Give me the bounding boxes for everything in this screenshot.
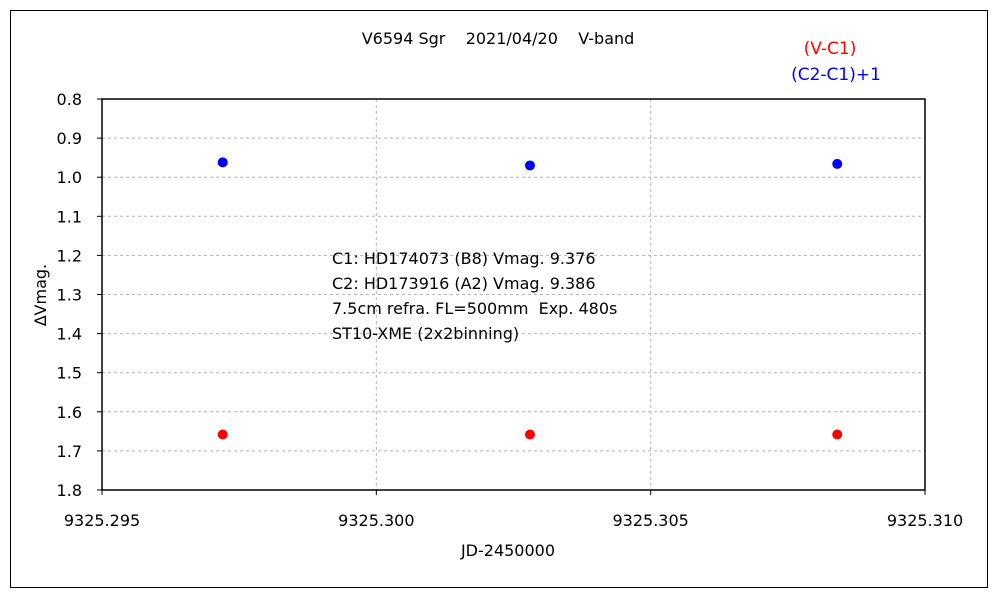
y-tick-label: 1.3	[57, 286, 82, 305]
data-point-c2-c1	[832, 158, 843, 169]
data-point-v-c1	[217, 429, 228, 440]
grid-lines	[102, 99, 925, 490]
annotation-line: C1: HD174073 (B8) Vmag. 9.376	[332, 249, 596, 268]
axis-ticks: 0.8 0.9 1.0 1.1 1.2 1.3 1.4 1.5 1.6 1.7 1.8 9325.29…	[57, 90, 964, 530]
y-axis-label: ∆Vmag.	[31, 264, 50, 327]
data-point-c2-c1	[524, 160, 535, 171]
annotation-line: ST10-XME (2x2binning)	[332, 324, 519, 343]
data-point-c2-c1	[217, 157, 228, 168]
x-tick-label: 9325.295	[64, 511, 140, 530]
data-point-v-c1	[832, 429, 843, 440]
annotation-line: C2: HD173916 (A2) Vmag. 9.386	[332, 274, 596, 293]
y-tick-label: 1.6	[57, 403, 82, 422]
x-axis-label: JD-2450000	[460, 541, 555, 560]
data-points	[217, 157, 843, 440]
y-tick-label: 1.2	[57, 246, 82, 265]
legend-entry-v-c1: (V-C1)	[804, 39, 857, 59]
chart-frame	[10, 10, 988, 588]
y-tick-label: 1.0	[57, 168, 82, 187]
x-tick-label: 9325.305	[612, 511, 688, 530]
y-tick-label: 1.1	[57, 207, 82, 226]
legend-entry-c2-c1: (C2-C1)+1	[791, 65, 881, 85]
chart-title: V6594 Sgr 2021/04/20 V-band	[362, 29, 635, 48]
y-tick-label: 1.8	[57, 481, 82, 500]
y-tick-label: 1.7	[57, 442, 82, 461]
x-tick-label: 9325.310	[887, 511, 963, 530]
y-tick-label: 0.9	[57, 129, 82, 148]
x-tick-label: 9325.300	[338, 511, 414, 530]
y-tick-label: 1.4	[57, 325, 82, 344]
data-point-v-c1	[524, 429, 535, 440]
annotation-line: 7.5cm refra. FL=500mm Exp. 480s	[332, 299, 617, 318]
annotation-block: C1: HD174073 (B8) Vmag. 9.376 C2: HD17391…	[332, 249, 617, 343]
y-tick-label: 0.8	[57, 90, 82, 109]
y-tick-label: 1.5	[57, 364, 82, 383]
